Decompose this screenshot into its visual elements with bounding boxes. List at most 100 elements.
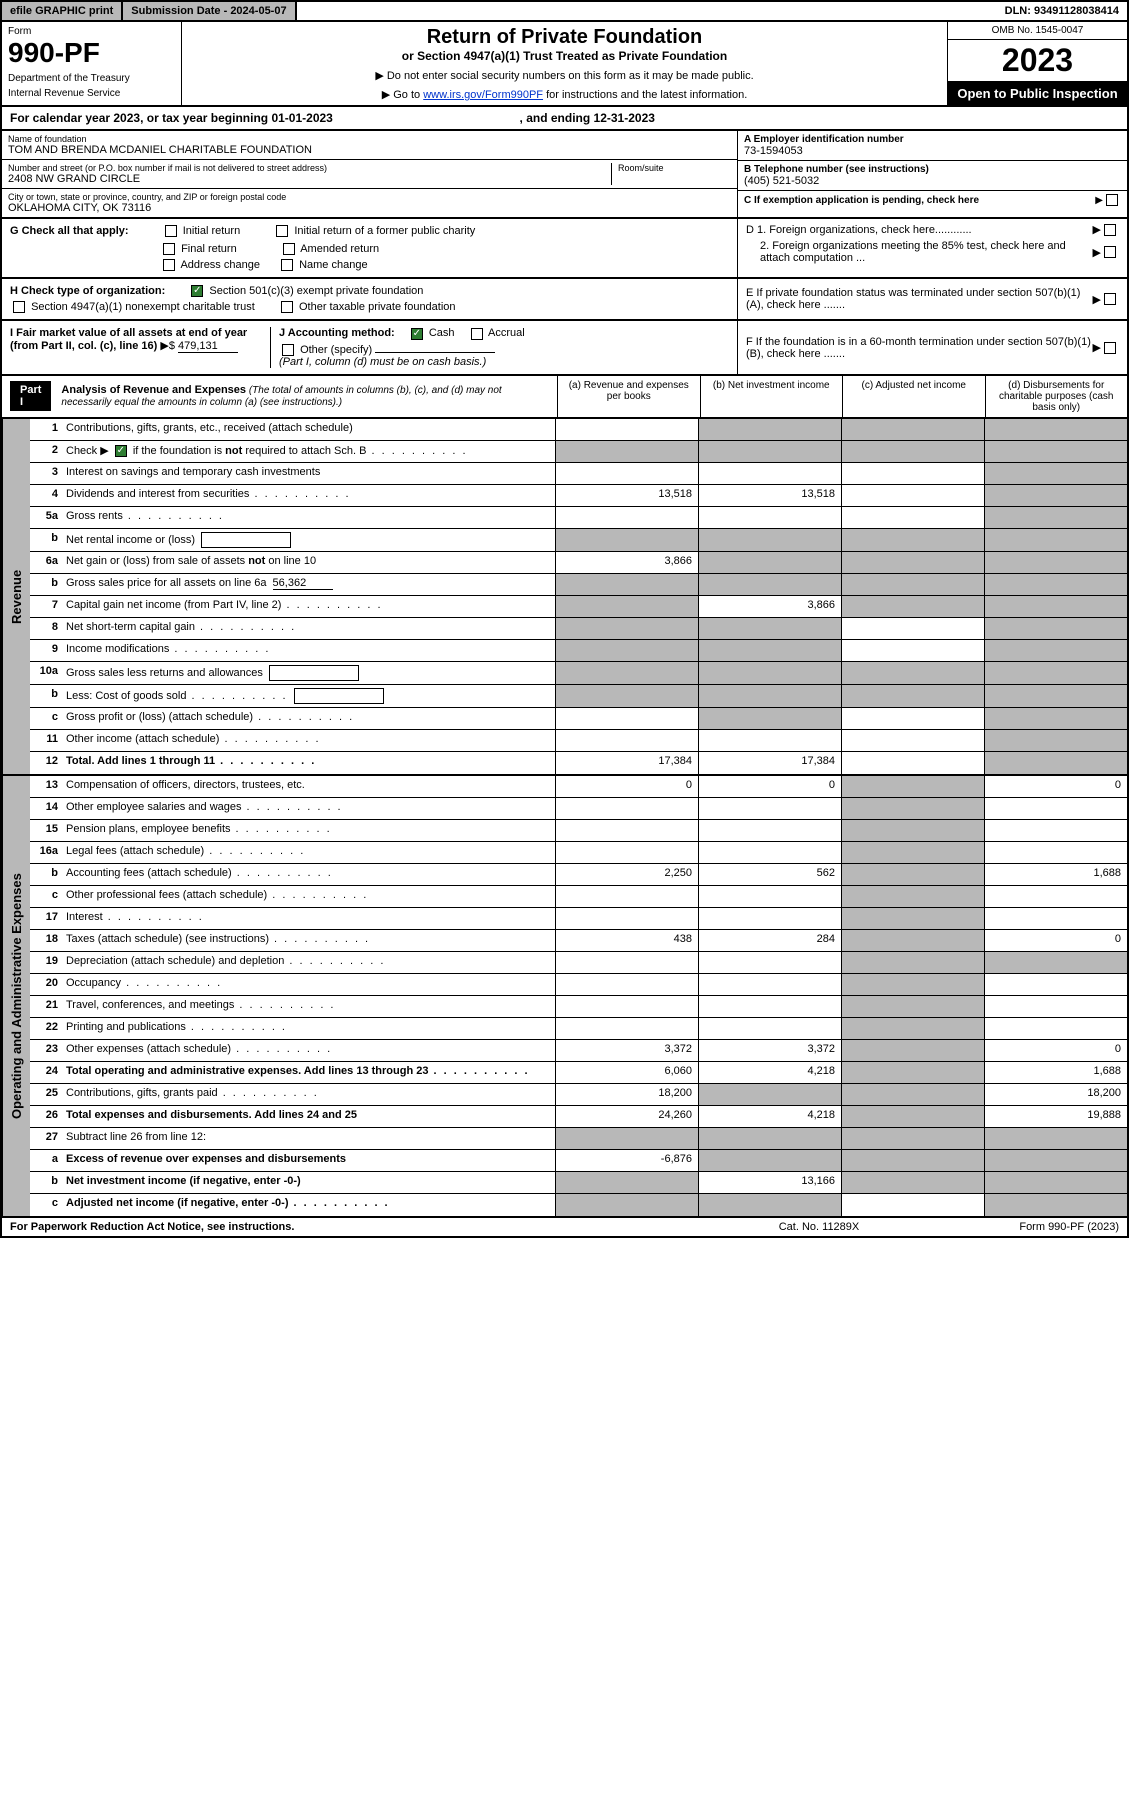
final-return-checkbox[interactable] [163,243,175,255]
data-cell [698,507,841,528]
line-number: b [30,864,62,885]
data-cell [984,485,1127,506]
data-cell: 19,888 [984,1106,1127,1127]
exemption-checkbox[interactable] [1106,194,1118,206]
line-number: 26 [30,1106,62,1127]
data-cell [555,996,698,1017]
e-label: E If private foundation status was termi… [746,287,1093,311]
data-cell [984,1018,1127,1039]
data-cell [555,1194,698,1216]
section-i-j: I Fair market value of all assets at end… [0,321,1129,375]
form-header: Form 990-PF Department of the Treasury I… [0,22,1129,107]
line-description: Gross sales price for all assets on line… [62,574,555,595]
initial-return-checkbox[interactable] [165,225,177,237]
data-cell [698,1084,841,1105]
line-description: Other employee salaries and wages [62,798,555,819]
name-change-checkbox[interactable] [281,259,293,271]
data-cell [555,1018,698,1039]
60month-checkbox[interactable] [1104,342,1116,354]
line-number: 15 [30,820,62,841]
data-cell [984,618,1127,639]
data-cell [698,419,841,440]
j-label: J Accounting method: [279,327,395,339]
inline-input-box [201,532,291,548]
accrual-checkbox[interactable] [471,328,483,340]
data-cell [984,507,1127,528]
data-cell [555,529,698,551]
table-row: bNet rental income or (loss) [30,529,1127,552]
address-label: Number and street (or P.O. box number if… [8,163,611,173]
data-cell: 17,384 [698,752,841,774]
data-cell [841,463,984,484]
line-number: b [30,685,62,707]
tax-year: 2023 [948,40,1127,82]
table-row: 11Other income (attach schedule) [30,730,1127,752]
other-taxable-checkbox[interactable] [281,301,293,313]
initial-former-checkbox[interactable] [276,225,288,237]
data-cell: 13,518 [698,485,841,506]
j-note: (Part I, column (d) must be on cash basi… [279,356,729,368]
data-cell [555,708,698,729]
terminated-checkbox[interactable] [1104,293,1116,305]
line-number: 12 [30,752,62,774]
4947-checkbox[interactable] [13,301,25,313]
table-row: bGross sales price for all assets on lin… [30,574,1127,596]
data-cell [555,640,698,661]
data-cell [698,1128,841,1149]
line-number: 5a [30,507,62,528]
f-label: F If the foundation is in a 60-month ter… [746,336,1093,360]
data-cell [984,419,1127,440]
table-row: cAdjusted net income (if negative, enter… [30,1194,1127,1216]
address-change-checkbox[interactable] [163,259,175,271]
form990pf-link[interactable]: www.irs.gov/Form990PF [423,89,543,101]
other-method-checkbox[interactable] [282,344,294,356]
501c3-checkbox[interactable] [191,285,203,297]
line-description: Excess of revenue over expenses and disb… [62,1150,555,1171]
data-cell: 284 [698,930,841,951]
col-a-header: (a) Revenue and expenses per books [557,376,700,417]
revenue-section: Revenue 1Contributions, gifts, grants, e… [0,419,1129,776]
foundation-name-label: Name of foundation [8,134,731,144]
phone: (405) 521-5032 [744,175,1121,187]
line-description: Total. Add lines 1 through 11 [62,752,555,774]
h-label: H Check type of organization: [10,285,165,297]
data-cell: 3,372 [555,1040,698,1061]
line-number: 17 [30,908,62,929]
footer: For Paperwork Reduction Act Notice, see … [0,1218,1129,1238]
line-description: Legal fees (attach schedule) [62,842,555,863]
table-row: 14Other employee salaries and wages [30,798,1127,820]
foreign-org-checkbox[interactable] [1104,224,1116,236]
data-cell [698,908,841,929]
data-cell: 6,060 [555,1062,698,1083]
form-title: Return of Private Foundation [192,26,937,49]
inline-input-box [269,665,359,681]
cash-checkbox[interactable] [411,328,423,340]
data-cell [841,1194,984,1216]
data-cell [841,842,984,863]
data-cell [841,507,984,528]
line-description: Dividends and interest from securities [62,485,555,506]
table-row: 12Total. Add lines 1 through 1117,38417,… [30,752,1127,774]
table-row: bNet investment income (if negative, ent… [30,1172,1127,1194]
data-cell [841,1172,984,1193]
table-row: 24Total operating and administrative exp… [30,1062,1127,1084]
data-cell [841,662,984,684]
schb-checkbox[interactable] [115,445,127,457]
data-cell [698,618,841,639]
data-cell [698,1018,841,1039]
line-description: Other professional fees (attach schedule… [62,886,555,907]
data-cell [555,820,698,841]
foreign-85-checkbox[interactable] [1104,246,1116,258]
data-cell [984,640,1127,661]
data-cell [555,952,698,973]
d1-label: D 1. Foreign organizations, check here..… [746,224,1093,236]
data-cell: 4,218 [698,1062,841,1083]
amended-checkbox[interactable] [283,243,295,255]
line-number: 6a [30,552,62,573]
data-cell [984,1150,1127,1171]
revenue-side-label: Revenue [2,419,30,774]
line-number: c [30,708,62,729]
data-cell [841,1150,984,1171]
section-h-row: H Check type of organization: Section 50… [0,279,1129,321]
data-cell [555,662,698,684]
